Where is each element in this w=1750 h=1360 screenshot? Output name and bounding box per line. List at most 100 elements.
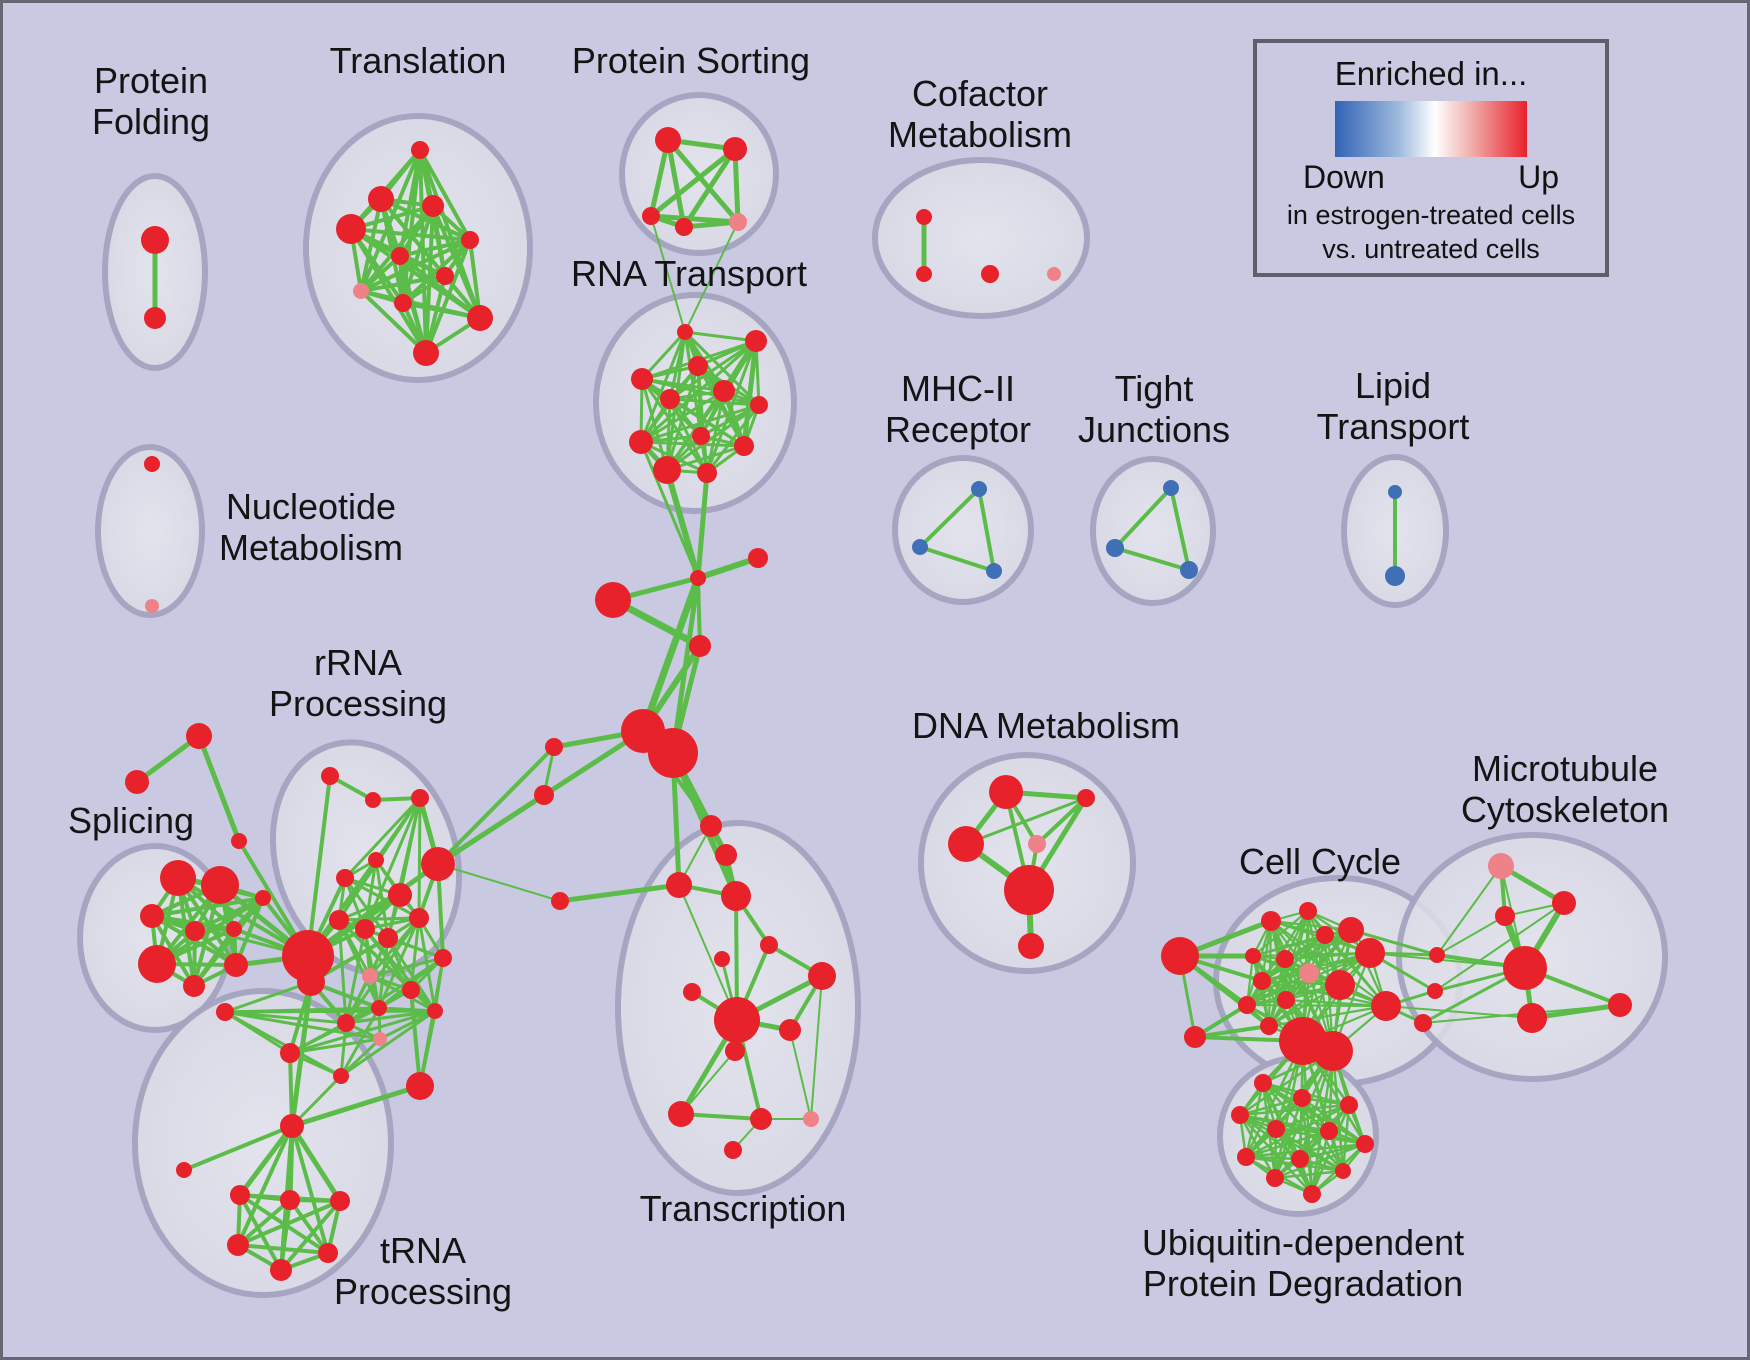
node-146[interactable] — [1237, 1148, 1255, 1166]
node-124[interactable] — [1245, 948, 1261, 964]
node-50[interactable] — [545, 738, 563, 756]
node-94[interactable] — [362, 968, 378, 984]
node-139[interactable] — [1254, 1074, 1272, 1092]
node-31[interactable] — [1385, 566, 1405, 586]
node-130[interactable] — [1371, 991, 1401, 1021]
node-3[interactable] — [368, 186, 394, 212]
node-110[interactable] — [318, 1243, 338, 1263]
node-6[interactable] — [461, 231, 479, 249]
node-143[interactable] — [1267, 1120, 1285, 1138]
node-105[interactable] — [176, 1162, 192, 1178]
node-57[interactable] — [551, 892, 569, 910]
node-58[interactable] — [760, 936, 778, 954]
node-128[interactable] — [1325, 970, 1355, 1000]
node-1[interactable] — [144, 307, 166, 329]
node-152[interactable] — [1552, 891, 1576, 915]
node-66[interactable] — [750, 1108, 772, 1130]
node-96[interactable] — [371, 1000, 387, 1016]
node-87[interactable] — [336, 869, 354, 887]
node-69[interactable] — [186, 723, 212, 749]
node-15[interactable] — [642, 207, 660, 225]
node-9[interactable] — [353, 283, 369, 299]
node-117[interactable] — [1018, 933, 1044, 959]
node-112[interactable] — [989, 775, 1023, 809]
node-70[interactable] — [125, 770, 149, 794]
node-43[interactable] — [697, 463, 717, 483]
node-103[interactable] — [216, 1003, 234, 1021]
node-53[interactable] — [700, 815, 722, 837]
node-62[interactable] — [714, 997, 760, 1043]
node-137[interactable] — [1427, 983, 1443, 999]
node-113[interactable] — [1077, 789, 1095, 807]
node-141[interactable] — [1340, 1096, 1358, 1114]
node-25[interactable] — [912, 539, 928, 555]
node-35[interactable] — [631, 368, 653, 390]
node-127[interactable] — [1253, 972, 1271, 990]
node-155[interactable] — [1517, 1003, 1547, 1033]
node-106[interactable] — [230, 1185, 250, 1205]
node-104[interactable] — [280, 1114, 304, 1138]
node-29[interactable] — [1180, 561, 1198, 579]
node-61[interactable] — [683, 983, 701, 1001]
node-126[interactable] — [1299, 963, 1319, 983]
node-93[interactable] — [434, 949, 452, 967]
node-36[interactable] — [713, 380, 735, 402]
node-13[interactable] — [655, 127, 681, 153]
node-132[interactable] — [1277, 991, 1295, 1009]
node-129[interactable] — [1355, 938, 1385, 968]
node-45[interactable] — [748, 548, 768, 568]
node-67[interactable] — [803, 1111, 819, 1127]
node-133[interactable] — [1260, 1017, 1278, 1035]
node-121[interactable] — [1299, 902, 1317, 920]
node-81[interactable] — [282, 930, 334, 982]
node-19[interactable] — [916, 266, 932, 282]
node-123[interactable] — [1338, 917, 1364, 943]
node-37[interactable] — [660, 389, 680, 409]
node-17[interactable] — [729, 213, 747, 231]
node-2[interactable] — [411, 141, 429, 159]
node-21[interactable] — [1047, 267, 1061, 281]
node-125[interactable] — [1276, 950, 1294, 968]
node-138[interactable] — [1414, 1014, 1432, 1032]
node-83[interactable] — [321, 767, 339, 785]
node-116[interactable] — [1004, 865, 1054, 915]
node-18[interactable] — [916, 209, 932, 225]
node-74[interactable] — [140, 904, 164, 928]
node-151[interactable] — [1488, 853, 1514, 879]
node-142[interactable] — [1231, 1106, 1249, 1124]
node-98[interactable] — [337, 1014, 355, 1032]
node-88[interactable] — [388, 883, 412, 907]
node-140[interactable] — [1293, 1089, 1311, 1107]
node-84[interactable] — [365, 792, 381, 808]
node-47[interactable] — [689, 635, 711, 657]
node-56[interactable] — [721, 881, 751, 911]
node-95[interactable] — [402, 981, 420, 999]
node-11[interactable] — [467, 305, 493, 331]
node-136[interactable] — [1429, 947, 1445, 963]
node-79[interactable] — [224, 953, 248, 977]
node-147[interactable] — [1291, 1150, 1309, 1168]
node-145[interactable] — [1356, 1135, 1374, 1153]
node-27[interactable] — [1163, 480, 1179, 496]
node-41[interactable] — [734, 436, 754, 456]
node-59[interactable] — [714, 951, 730, 967]
node-114[interactable] — [948, 826, 984, 862]
node-149[interactable] — [1266, 1169, 1284, 1187]
node-40[interactable] — [629, 430, 653, 454]
node-148[interactable] — [1335, 1163, 1351, 1179]
node-42[interactable] — [653, 456, 681, 484]
node-75[interactable] — [185, 921, 205, 941]
node-16[interactable] — [675, 218, 693, 236]
node-23[interactable] — [145, 599, 159, 613]
node-90[interactable] — [355, 919, 375, 939]
node-65[interactable] — [668, 1101, 694, 1127]
node-97[interactable] — [427, 1003, 443, 1019]
node-46[interactable] — [595, 582, 631, 618]
node-109[interactable] — [227, 1234, 249, 1256]
node-51[interactable] — [534, 785, 554, 805]
node-76[interactable] — [226, 921, 242, 937]
node-32[interactable] — [677, 324, 693, 340]
node-100[interactable] — [406, 1072, 434, 1100]
node-99[interactable] — [373, 1032, 387, 1046]
node-102[interactable] — [280, 1043, 300, 1063]
